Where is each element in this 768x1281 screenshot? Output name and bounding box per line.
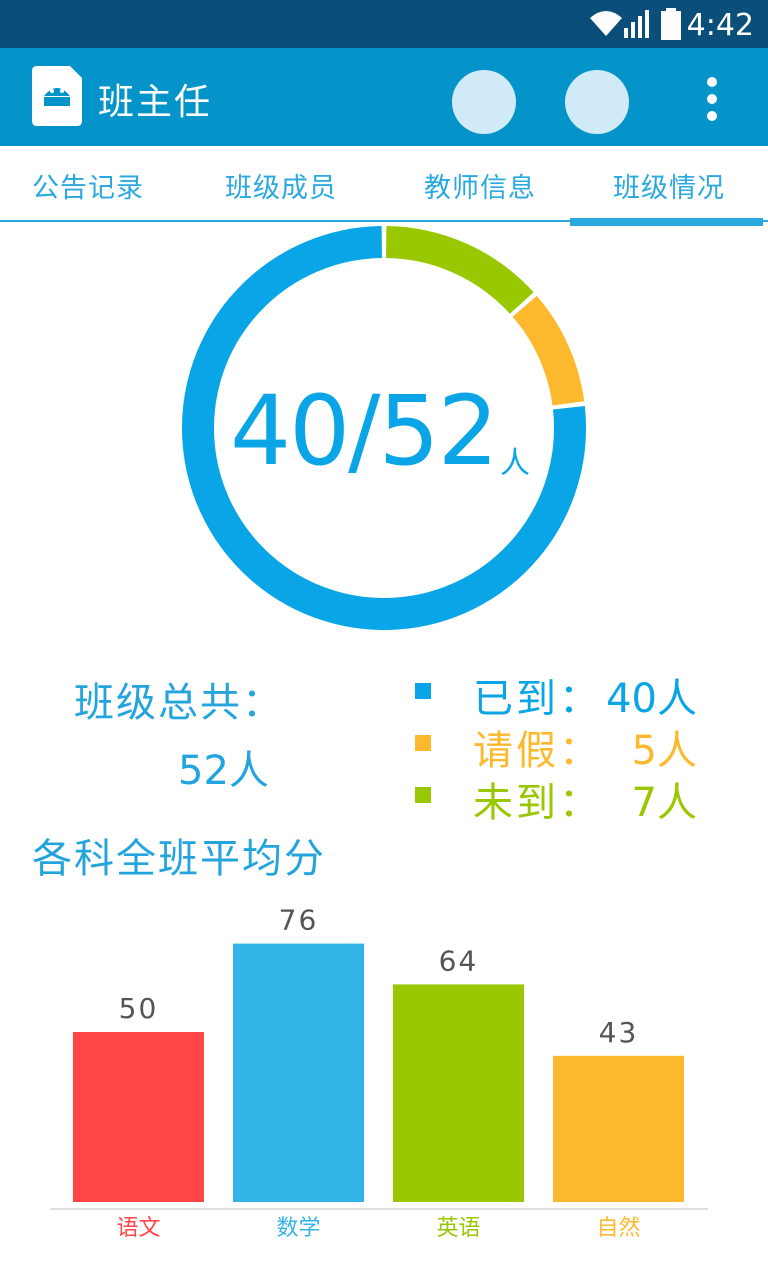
legend-present-label: 已到： xyxy=(473,676,602,722)
bar-value-label-2: 64 xyxy=(439,944,479,977)
app-title: 班主任 xyxy=(98,82,213,123)
category-label-3: 自然 xyxy=(596,1216,640,1241)
active-tab-indicator xyxy=(570,218,763,226)
legend-present-value: 40人 xyxy=(606,676,697,722)
wifi-icon xyxy=(590,11,622,36)
donut-segment-absent xyxy=(385,226,534,314)
total-label: 班级总共： xyxy=(74,680,284,726)
attendance-unit: 人 xyxy=(500,446,530,481)
battery-icon xyxy=(661,8,681,40)
legend-absent-swatch xyxy=(415,787,431,803)
legend-leave-value: 5人 xyxy=(631,728,697,774)
legend-leave-swatch xyxy=(415,735,431,751)
donut-segment-leave xyxy=(512,295,585,406)
bar-0 xyxy=(73,1032,204,1202)
category-label-1: 数学 xyxy=(276,1216,320,1241)
legend-leave-label: 请假： xyxy=(473,728,602,774)
signal-icon xyxy=(624,10,649,38)
legend-absent-label: 未到： xyxy=(473,780,602,826)
bar-3 xyxy=(553,1055,684,1202)
category-label-0: 语文 xyxy=(116,1216,160,1241)
tab-teacher-info[interactable]: 教师信息 xyxy=(424,173,536,204)
legend-present-swatch xyxy=(415,683,431,699)
bar-value-label-1: 76 xyxy=(279,904,319,937)
status-bar: 4:42 xyxy=(0,0,768,48)
clock: 4:42 xyxy=(686,8,754,43)
bar-2 xyxy=(393,984,524,1202)
app-bar: 班主任 xyxy=(0,48,768,146)
tab-bar: 公告记录 班级成员 教师信息 班级情况 xyxy=(0,146,768,222)
donut-segment-present xyxy=(182,226,586,630)
action-button-1[interactable] xyxy=(452,70,516,134)
action-button-2[interactable] xyxy=(565,70,629,134)
total-value: 52人 xyxy=(178,748,269,794)
tab-class-members[interactable]: 班级成员 xyxy=(225,173,337,204)
attendance-donut-chart xyxy=(182,226,586,630)
attendance-count: 40/52 xyxy=(230,375,499,487)
bar-1 xyxy=(233,943,364,1202)
bar-value-label-0: 50 xyxy=(119,992,159,1025)
category-label-2: 英语 xyxy=(436,1216,480,1241)
subject-average-bar-chart: 50 语文 76 数学 64 英语 43 自然 xyxy=(50,904,708,1241)
overflow-menu-icon[interactable] xyxy=(700,76,724,122)
bar-value-label-3: 43 xyxy=(599,1016,639,1049)
app-logo-icon xyxy=(32,66,82,126)
legend-absent-value: 7人 xyxy=(631,780,697,826)
tab-class-status[interactable]: 班级情况 xyxy=(613,173,725,204)
tab-announcements[interactable]: 公告记录 xyxy=(32,173,144,204)
section-title: 各科全班平均分 xyxy=(32,836,326,882)
